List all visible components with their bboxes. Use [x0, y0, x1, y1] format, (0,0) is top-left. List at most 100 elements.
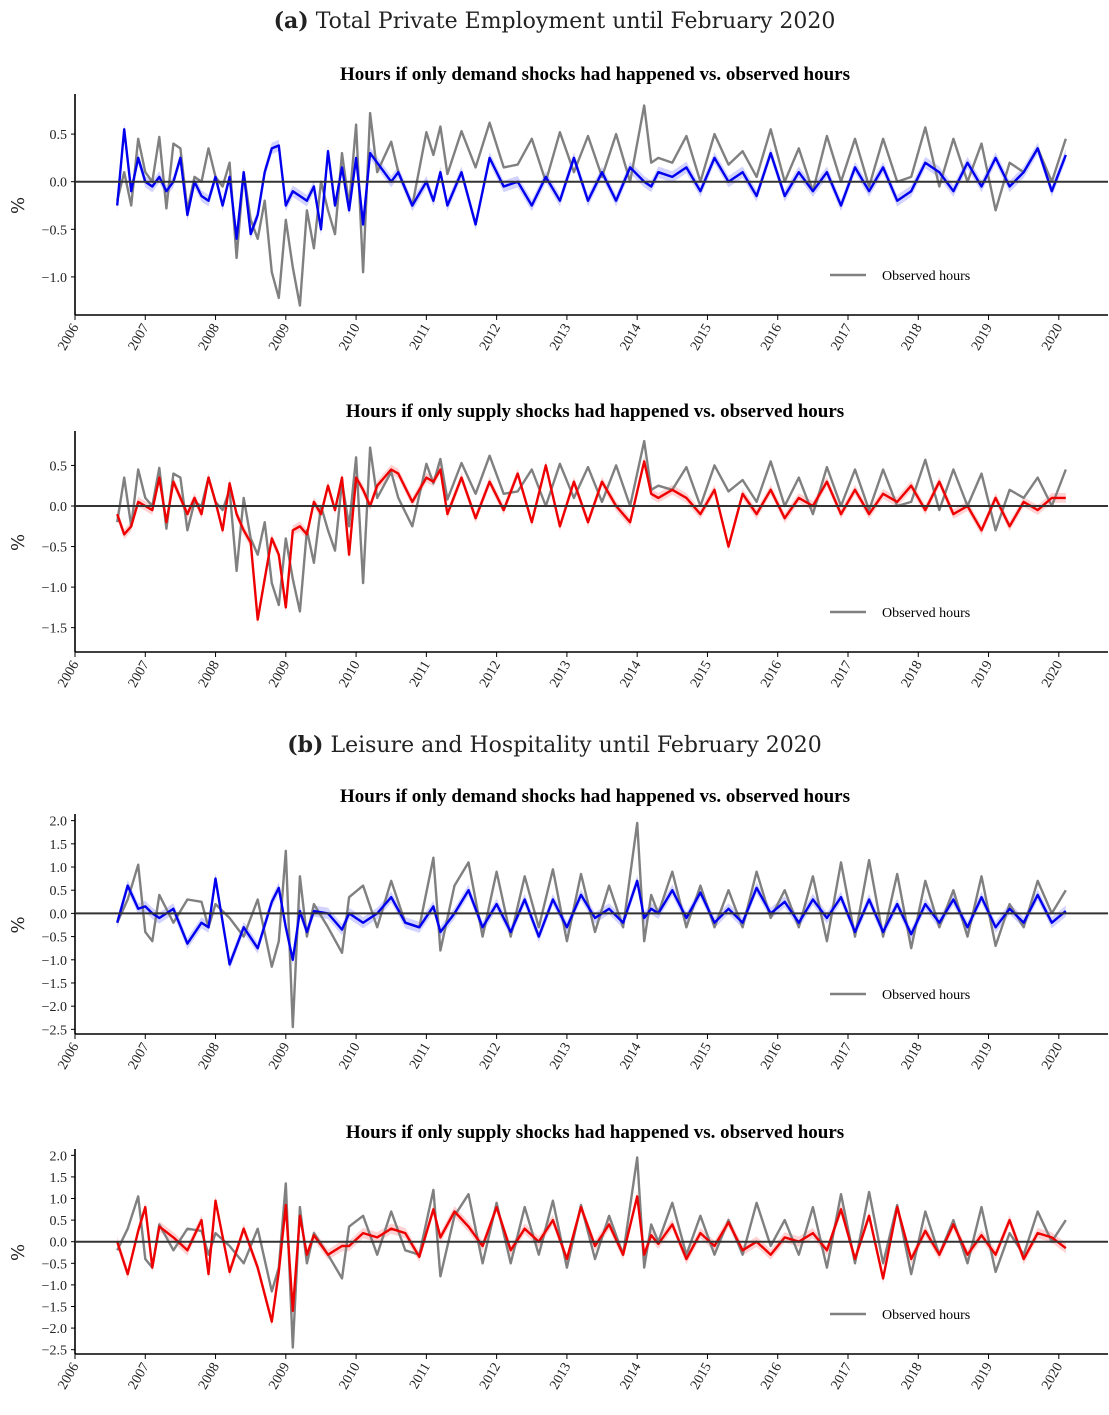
x-tick-label: 2008	[196, 659, 223, 691]
x-tick-label: 2017	[828, 322, 855, 354]
x-tick-label: 2009	[266, 659, 293, 691]
x-tick-label: 2009	[266, 322, 293, 354]
y-tick-label: 0.5	[50, 1214, 68, 1229]
x-tick-label: 2007	[126, 1041, 153, 1073]
y-tick-label: 1.5	[50, 1171, 68, 1186]
y-tick-label: 1.0	[50, 1193, 68, 1208]
y-tick-label: −1.0	[42, 581, 67, 596]
x-tick-label: 2011	[407, 1041, 434, 1072]
demand-shock-line	[116, 128, 1067, 240]
y-tick-label: −0.5	[42, 931, 67, 946]
y-tick-label: 0.5	[50, 459, 68, 474]
y-tick-label: −1.0	[42, 1279, 67, 1294]
y-tick-label: 2.0	[50, 815, 68, 830]
y-axis-label: %	[8, 197, 29, 214]
chart-a-demand: Hours if only demand shocks had happened…	[8, 64, 1108, 354]
x-tick-label: 2012	[477, 1041, 504, 1073]
x-tick-label: 2014	[618, 659, 645, 691]
x-tick-label: 2012	[477, 659, 504, 691]
y-axis-label: %	[8, 1244, 29, 1261]
legend-label: Observed hours	[882, 606, 970, 621]
supply-shock-line	[116, 1195, 1067, 1323]
x-tick-label: 2018	[899, 1041, 926, 1073]
demand-shock-line	[116, 877, 1067, 966]
y-tick-label: 0.0	[50, 1236, 68, 1251]
legend-label: Observed hours	[882, 1308, 970, 1323]
x-tick-label: 2007	[126, 1361, 153, 1393]
x-tick-label: 2017	[828, 1361, 855, 1393]
x-tick-label: 2018	[899, 1361, 926, 1393]
x-tick-label: 2019	[969, 1361, 996, 1393]
y-tick-label: −2.0	[42, 1000, 67, 1015]
x-tick-label: 2011	[407, 659, 434, 690]
x-tick-label: 2018	[899, 322, 926, 354]
legend-label: Observed hours	[882, 988, 970, 1003]
observed-hours-line	[116, 821, 1067, 1029]
chart-title: Hours if only demand shocks had happened…	[340, 786, 850, 807]
y-tick-label: −0.5	[42, 223, 67, 238]
x-tick-label: 2015	[688, 1041, 715, 1073]
y-tick-label: 0.0	[50, 907, 68, 922]
observed-hours-line	[116, 439, 1067, 613]
x-tick-label: 2013	[547, 322, 574, 354]
y-tick-label: 2.0	[50, 1149, 68, 1164]
x-tick-label: 2010	[337, 322, 364, 354]
section-b-text: Leisure and Hospitality until February 2…	[330, 733, 822, 758]
y-tick-label: 0.0	[50, 500, 68, 515]
confidence-band	[117, 123, 1066, 245]
x-tick-label: 2009	[266, 1041, 293, 1073]
y-tick-label: 1.0	[50, 861, 68, 876]
y-axis-label: %	[8, 534, 29, 551]
x-tick-label: 2010	[337, 659, 364, 691]
y-tick-label: −1.5	[42, 622, 67, 637]
chart-title: Hours if only supply shocks had happened…	[346, 1122, 844, 1143]
chart-title: Hours if only supply shocks had happened…	[346, 401, 844, 422]
y-tick-label: 1.5	[50, 838, 68, 853]
x-tick-label: 2015	[688, 322, 715, 354]
section-a-title: (a) Total Private Employment until Febru…	[0, 8, 1109, 34]
x-tick-label: 2010	[337, 1361, 364, 1393]
x-tick-label: 2019	[969, 322, 996, 354]
x-tick-label: 2012	[477, 1361, 504, 1393]
x-tick-label: 2015	[688, 659, 715, 691]
y-tick-label: 0.5	[50, 128, 68, 143]
x-tick-label: 2013	[547, 1361, 574, 1393]
chart-a-supply: Hours if only supply shocks had happened…	[8, 401, 1108, 691]
x-tick-label: 2020	[1039, 322, 1066, 354]
section-b-label: (b)	[287, 732, 324, 758]
y-tick-label: −1.0	[42, 954, 67, 969]
y-tick-label: −1.0	[42, 271, 67, 286]
legend-label: Observed hours	[882, 269, 970, 284]
y-tick-label: −1.5	[42, 1300, 67, 1315]
y-tick-label: −2.5	[42, 1344, 67, 1359]
x-tick-label: 2013	[547, 1041, 574, 1073]
x-tick-label: 2019	[969, 659, 996, 691]
observed-hours-line	[116, 104, 1067, 307]
y-tick-label: −0.5	[42, 1257, 67, 1272]
chart-b-demand: Hours if only demand shocks had happened…	[8, 786, 1108, 1073]
y-tick-label: −2.0	[42, 1322, 67, 1337]
x-tick-label: 2016	[758, 1361, 785, 1393]
x-tick-label: 2011	[407, 322, 434, 353]
y-tick-label: 0.5	[50, 884, 68, 899]
observed-hours-line	[116, 1156, 1067, 1349]
x-tick-label: 2017	[828, 659, 855, 691]
confidence-band	[117, 1191, 1066, 1327]
x-tick-label: 2006	[55, 1361, 82, 1393]
x-tick-label: 2013	[547, 659, 574, 691]
section-a-label: (a)	[273, 8, 309, 34]
x-tick-label: 2008	[196, 322, 223, 354]
chart-b-supply: Hours if only supply shocks had happened…	[8, 1122, 1108, 1393]
y-tick-label: −0.5	[42, 541, 67, 556]
x-tick-label: 2016	[758, 659, 785, 691]
section-a-text: Total Private Employment until February …	[315, 9, 836, 34]
x-tick-label: 2010	[337, 1041, 364, 1073]
y-tick-label: −2.5	[42, 1023, 67, 1038]
x-tick-label: 2016	[758, 322, 785, 354]
x-tick-label: 2011	[407, 1361, 434, 1392]
x-tick-label: 2009	[266, 1361, 293, 1393]
x-tick-label: 2007	[126, 322, 153, 354]
x-tick-label: 2018	[899, 659, 926, 691]
section-b-title: (b) Leisure and Hospitality until Februa…	[0, 732, 1109, 758]
y-tick-label: 0.0	[50, 176, 68, 191]
